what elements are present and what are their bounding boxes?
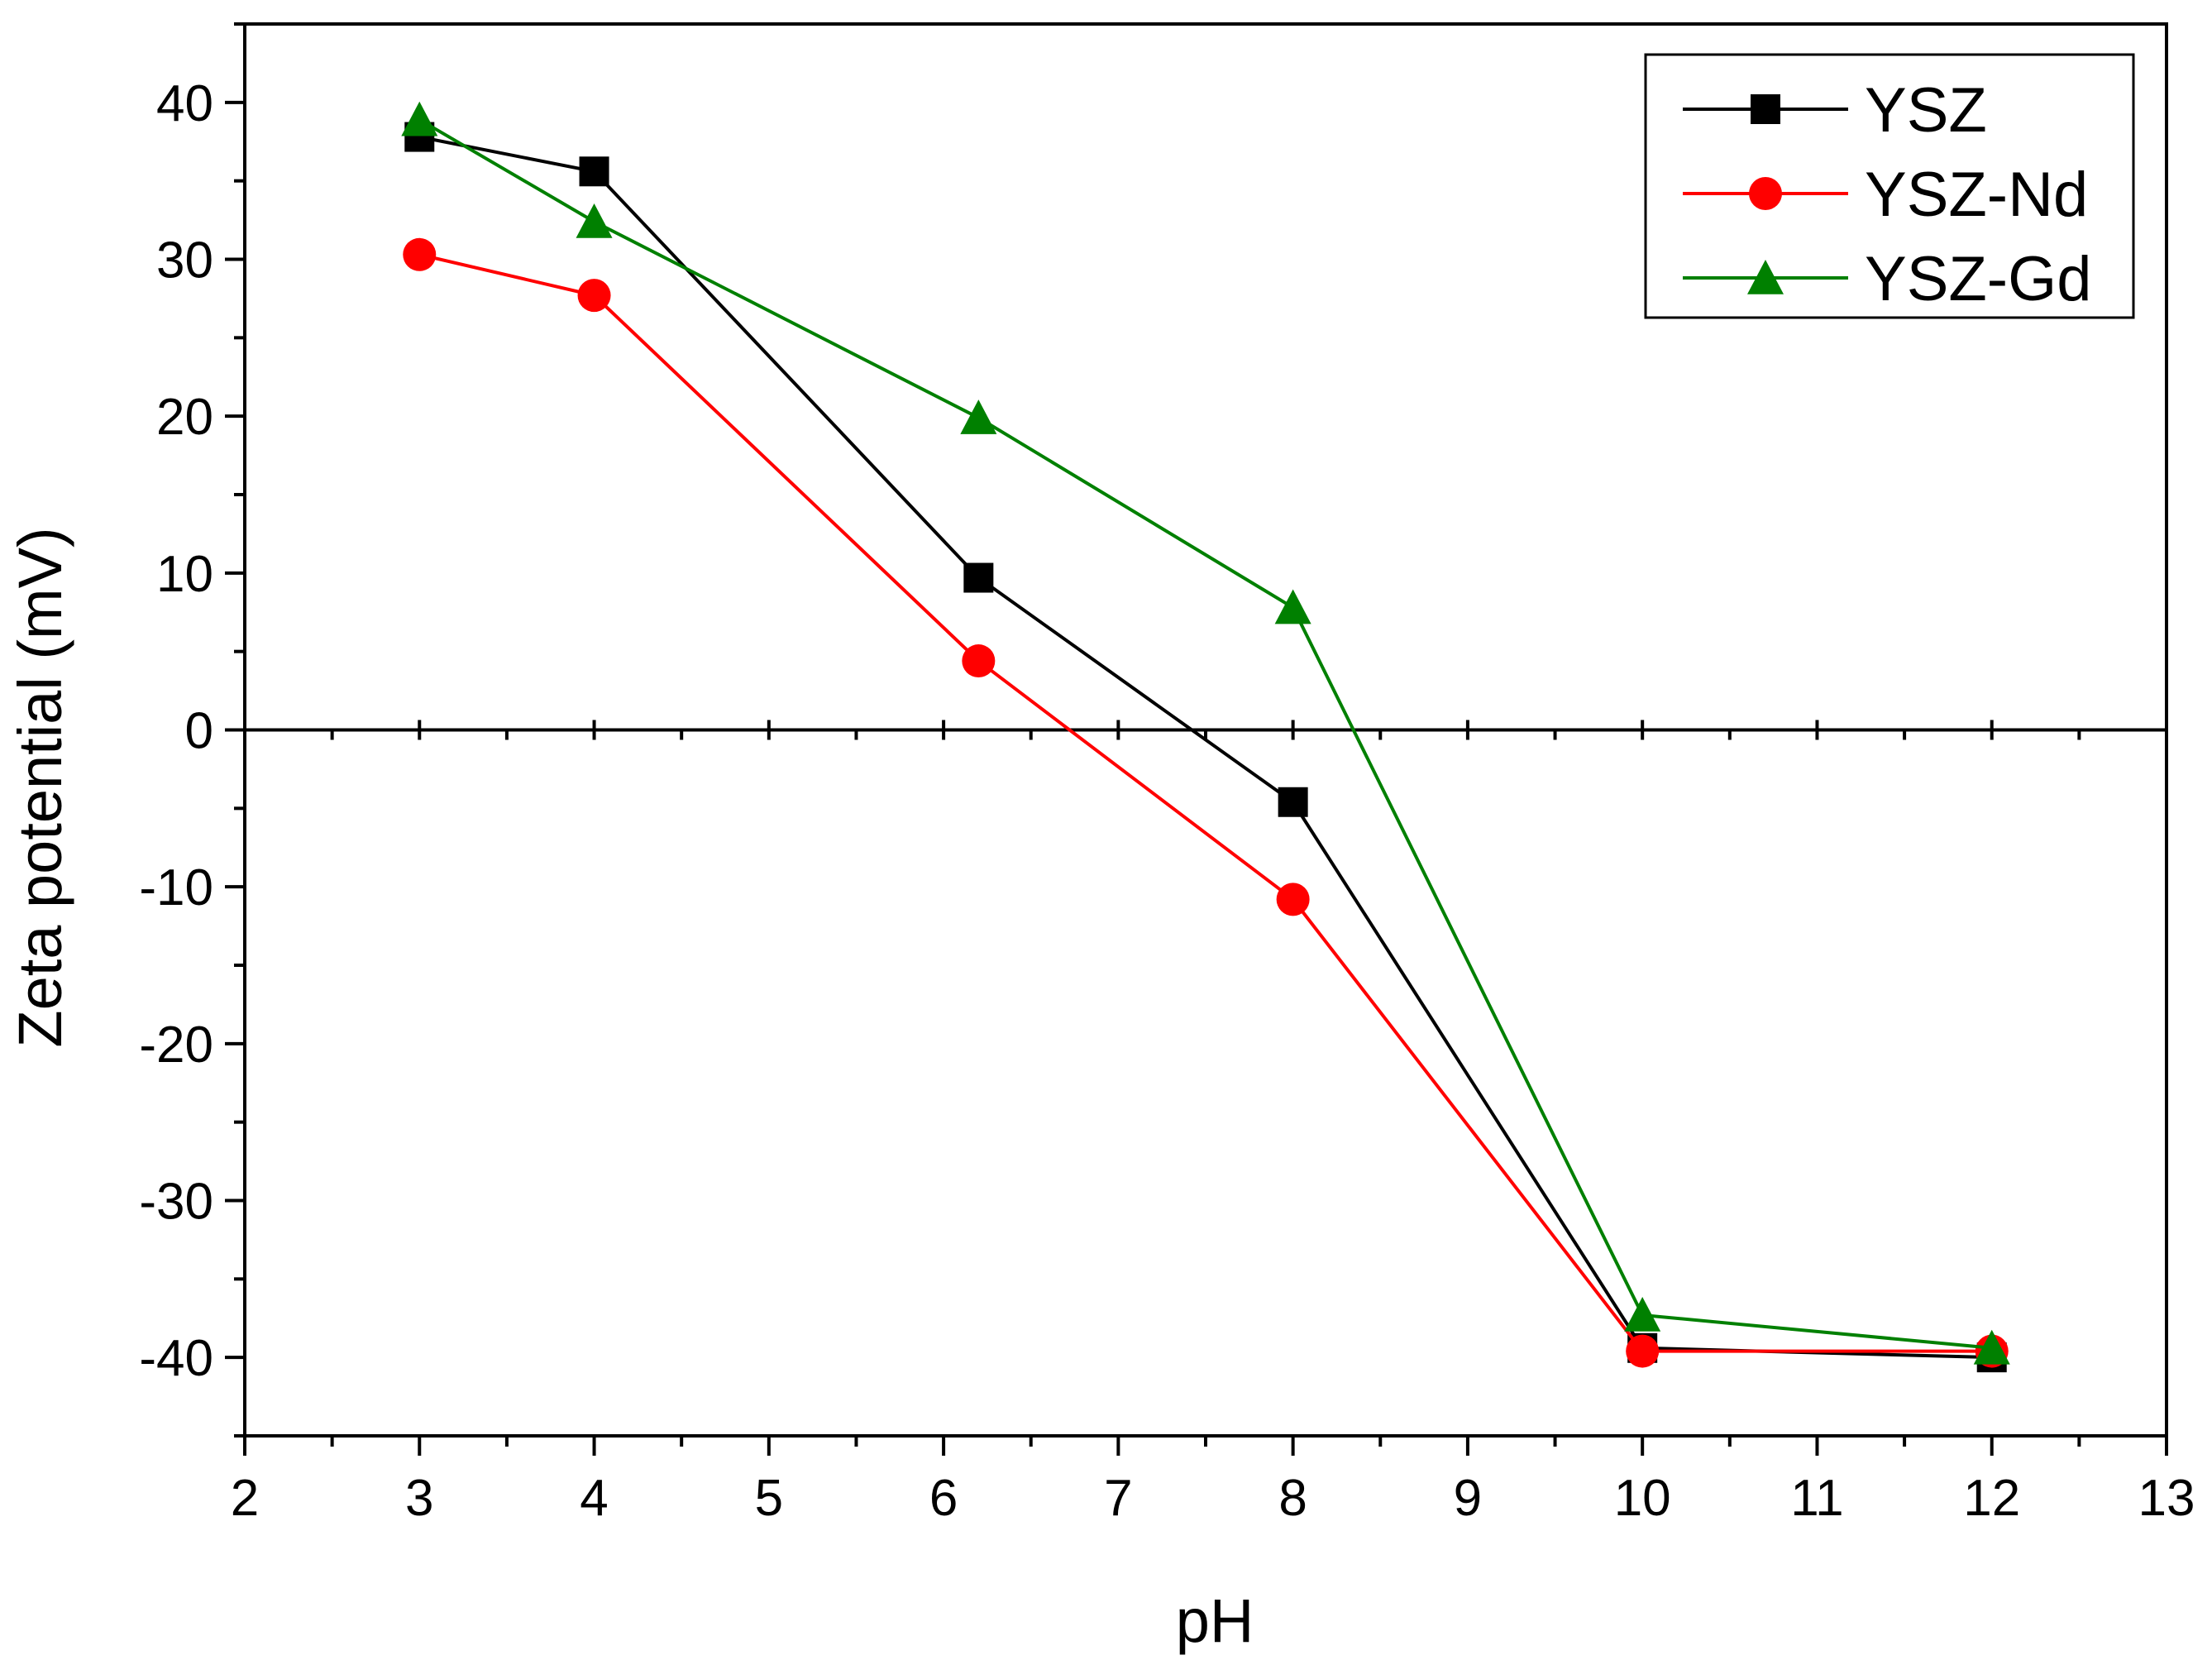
x-tick-label: 12	[1963, 1470, 2020, 1527]
data-point-ysz-nd	[1276, 883, 1310, 916]
x-axis-title: pH	[1176, 1586, 1254, 1655]
data-point-ysz-nd	[1626, 1334, 1660, 1368]
data-point-ysz-gd	[960, 399, 997, 434]
series-ysz-nd	[403, 237, 2009, 1368]
legend-entry-ysz-nd: YSZ-Nd	[1683, 160, 2088, 230]
legend-entry-ysz: YSZ	[1683, 75, 1987, 146]
y-tick-label: 30	[156, 232, 213, 289]
legend-label: YSZ-Nd	[1865, 160, 2088, 230]
x-tick-label: 3	[405, 1470, 433, 1527]
legend-box	[1644, 53, 2135, 319]
data-point-ysz	[1278, 787, 1308, 817]
y-tick-label: -40	[139, 1330, 213, 1387]
x-tick-label: 8	[1278, 1470, 1307, 1527]
x-tick-label: 6	[929, 1470, 958, 1527]
series-ysz-gd	[401, 101, 2010, 1365]
data-point-ysz	[963, 562, 994, 593]
y-axis-title: Zeta potential (mV)	[6, 527, 74, 1047]
x-tick-label: 7	[1104, 1470, 1132, 1527]
data-point-ysz-nd	[577, 279, 611, 313]
legend-label: YSZ-Gd	[1865, 244, 2092, 314]
data-point-ysz-gd	[401, 101, 438, 136]
legend: YSZ YSZ-Nd YSZ-Gd	[1644, 53, 2135, 319]
series-line-ysz-nd	[418, 252, 1992, 1353]
legend-marker	[1751, 94, 1780, 124]
data-point-ysz-nd	[403, 237, 437, 271]
series-line-ysz-gd	[418, 117, 1992, 1350]
series-group	[401, 101, 2010, 1373]
y-tick-label: -10	[139, 859, 213, 916]
y-tick-label: 40	[156, 75, 213, 132]
y-tick-label: 20	[156, 389, 213, 446]
legend-label: YSZ	[1865, 75, 1987, 146]
labels-group: 2 3 4 5 6 7 8 9 10 11 12 13 -40 -30 -20 -10 0 10 20 30 40	[139, 75, 2195, 1527]
series-line-ysz	[418, 135, 1992, 1360]
x-tick-label: 4	[580, 1470, 608, 1527]
x-tick-label: 13	[2138, 1470, 2195, 1527]
legend-marker	[1747, 260, 1784, 294]
x-tick-label: 10	[1614, 1470, 1671, 1527]
data-point-ysz-gd	[576, 203, 613, 238]
data-point-ysz-gd	[1624, 1296, 1661, 1332]
y-tick-label: 0	[185, 703, 213, 760]
data-point-ysz-gd	[1274, 589, 1311, 624]
x-tick-label: 9	[1454, 1470, 1482, 1527]
x-tick-label: 11	[1790, 1470, 1843, 1527]
legend-entry-ysz-gd: YSZ-Gd	[1683, 244, 2092, 314]
data-point-ysz	[579, 156, 609, 187]
data-point-ysz-nd	[962, 644, 996, 678]
x-tick-label: 5	[755, 1470, 783, 1527]
y-tick-label: 10	[156, 546, 213, 603]
x-tick-label: 2	[231, 1470, 259, 1527]
data-point-ysz-gd	[1973, 1329, 2010, 1365]
y-tick-label: -30	[139, 1174, 213, 1231]
legend-marker	[1749, 177, 1782, 210]
y-tick-label: -20	[139, 1017, 213, 1074]
